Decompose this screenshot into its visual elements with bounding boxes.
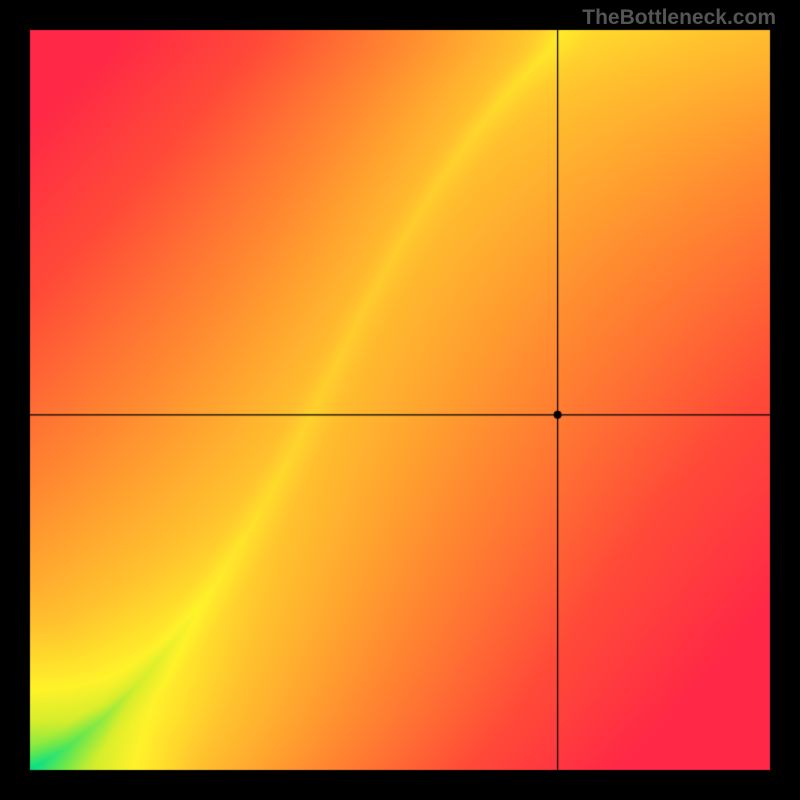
- watermark-text: TheBottleneck.com: [582, 6, 776, 30]
- bottleneck-heatmap: [0, 0, 800, 800]
- chart-container: TheBottleneck.com: [0, 0, 800, 800]
